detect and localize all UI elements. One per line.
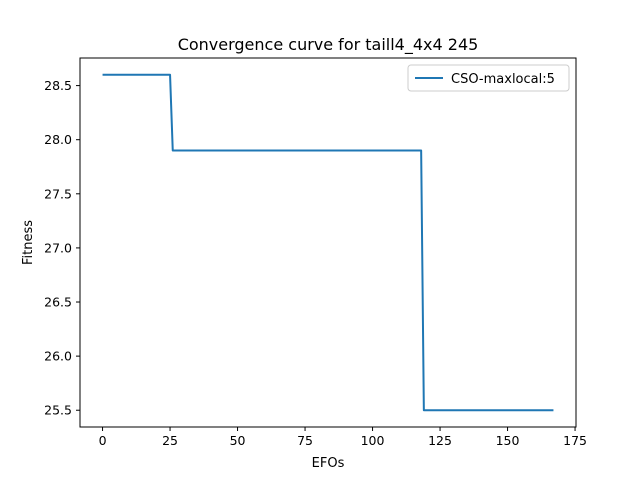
x-axis-label: EFOs bbox=[312, 456, 345, 471]
x-axis-ticks: 0 25 50 75 100 125 150 175 bbox=[99, 427, 587, 448]
y-tick-label: 26.5 bbox=[44, 295, 72, 310]
legend-box bbox=[407, 64, 570, 92]
legend-entry-label: CSO-maxlocal:5 bbox=[451, 72, 555, 87]
x-tick-label: 100 bbox=[361, 433, 385, 448]
x-tick-label: 150 bbox=[496, 433, 520, 448]
legend: CSO-maxlocal:5 bbox=[407, 64, 570, 92]
series-layer bbox=[102, 73, 554, 412]
x-tick-label: 75 bbox=[297, 433, 313, 448]
plot-area: 0 25 50 75 100 125 150 175 25.5 26.0 26.5 27.0 27.5… bbox=[44, 57, 587, 448]
x-tick-label: 25 bbox=[162, 433, 178, 448]
y-tick-label: 25.5 bbox=[44, 403, 72, 418]
y-tick-label: 27.5 bbox=[44, 186, 72, 201]
chart-title: Convergence curve for taill4_4x4 245 bbox=[178, 35, 479, 55]
x-tick-label: 50 bbox=[230, 433, 246, 448]
series-line-0 bbox=[102, 73, 554, 412]
y-axis-ticks: 25.5 26.0 26.5 27.0 27.5 28.0 28.5 bbox=[44, 78, 80, 418]
y-tick-label: 28.5 bbox=[44, 78, 72, 93]
y-tick-label: 27.0 bbox=[44, 240, 72, 255]
y-tick-label: 26.0 bbox=[44, 349, 72, 364]
x-tick-label: 125 bbox=[428, 433, 452, 448]
x-tick-label: 0 bbox=[99, 433, 107, 448]
y-tick-label: 28.0 bbox=[44, 132, 72, 147]
axes-frame bbox=[79, 57, 577, 428]
y-axis-label: Fitness bbox=[21, 220, 36, 265]
x-tick-label: 175 bbox=[563, 433, 587, 448]
